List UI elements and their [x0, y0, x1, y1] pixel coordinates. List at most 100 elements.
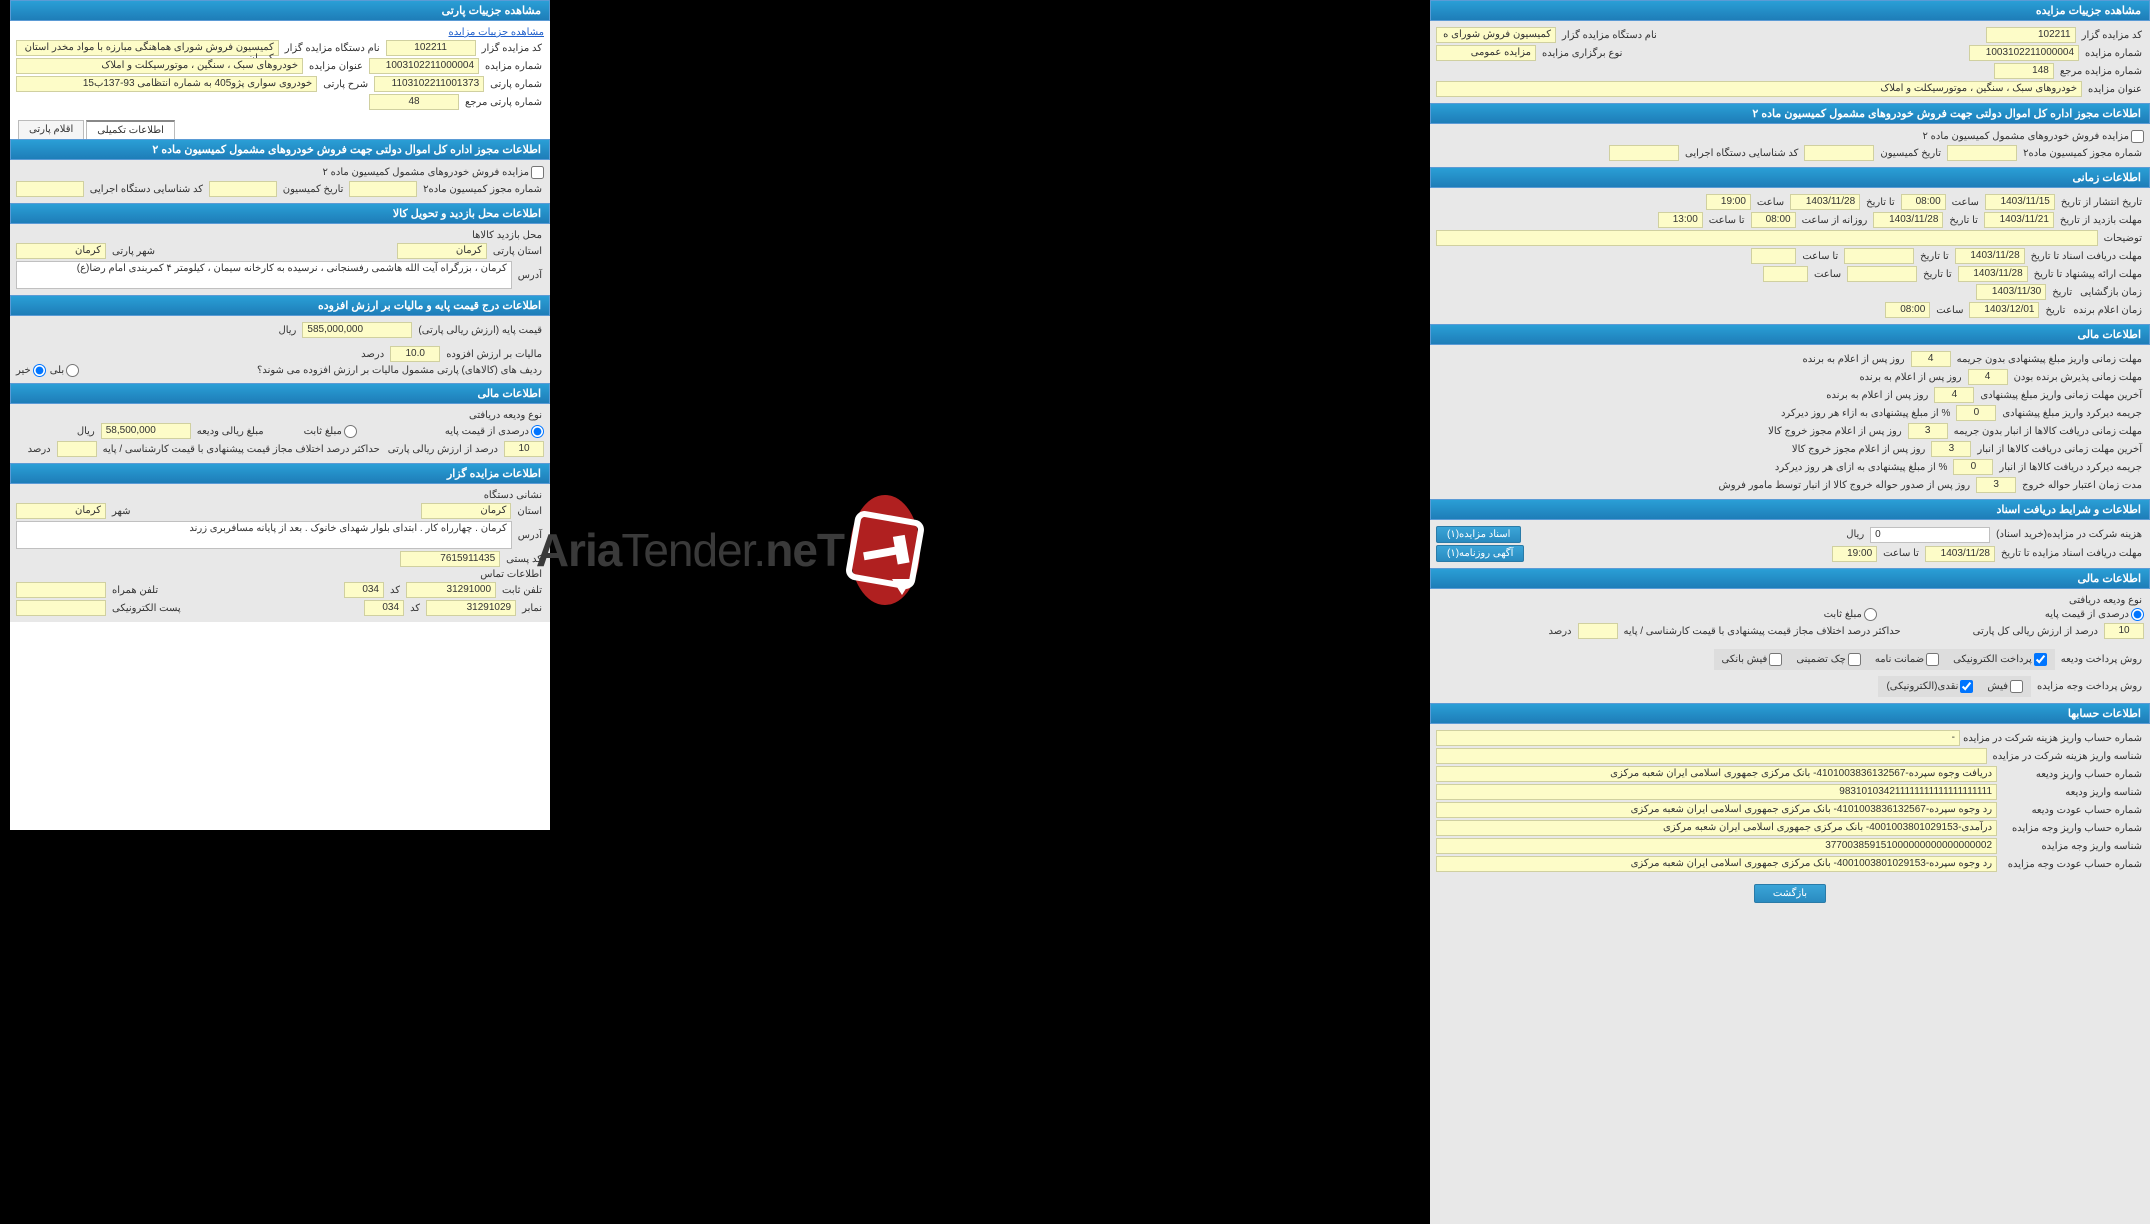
tab-extra[interactable]: اطلاعات تکمیلی: [86, 120, 175, 139]
left-panel: مشاهده جزییات پارتی مشاهده جزییات مزایده…: [10, 0, 550, 830]
l3-city-lbl: شهر پارتی: [110, 246, 157, 257]
p-num: 1003102211000004: [369, 58, 479, 74]
f2-r2[interactable]: مبلغ ثابت: [1824, 608, 1877, 621]
l6-fax-lbl: نمابر: [520, 603, 544, 614]
l5-lim-lbl: حداکثر درصد اختلاف مجاز قیمت پیشنهادی با…: [101, 444, 382, 455]
l6-email[interactable]: [16, 600, 106, 616]
hdr-docs: اطلاعات و شرایط دریافت اسناد: [1430, 499, 2150, 520]
offer-to: تا تاریخ: [1921, 269, 1954, 280]
acc-v5: رد وجوه سپرده-4101003836132567- بانک مرک…: [1436, 802, 1997, 818]
pub-h2-lbl: ساعت: [1755, 197, 1786, 208]
tabs: اقلام پارتی اطلاعات تکمیلی: [10, 116, 550, 139]
recv2[interactable]: [1844, 248, 1914, 264]
p-code-lbl: کد مزایده گزار: [480, 43, 544, 54]
acc-v4: 983101034211111111111111111111: [1436, 784, 1997, 800]
l5-lim[interactable]: [57, 441, 97, 457]
pay2-c2[interactable]: نقدی(الکترونیکی): [1886, 680, 1973, 693]
l4-tax: 10.0: [390, 346, 440, 362]
footer-btn-area: بازگشت: [1430, 878, 2150, 909]
l4-no[interactable]: خیر: [16, 364, 46, 377]
perm-date[interactable]: [1804, 145, 1874, 161]
f2-r1[interactable]: درصدی از قیمت پایه: [2045, 608, 2144, 621]
onvan-val: خودروهای سبک ، سنگین ، موتورسیکلت و املا…: [1436, 81, 2082, 97]
pay-c2[interactable]: ضمانت نامه: [1875, 653, 1939, 666]
fin-u5: روز پس از اعلام مجوز خروج کالا: [1766, 426, 1904, 437]
l5-r1[interactable]: درصدی از قیمت پایه: [445, 425, 544, 438]
perm-chk[interactable]: مزایده فروش خودروهای مشمول کمیسیون ماده …: [1922, 130, 2144, 143]
l4-u: ریال: [276, 325, 298, 336]
marja-val: 148: [1994, 63, 2054, 79]
tab-items[interactable]: اقلام پارتی: [18, 120, 84, 139]
l6-addr: کرمان . چهارراه کار . ابتدای بلوار شهدای…: [16, 521, 512, 549]
l2-code-lbl: کد شناسایی دستگاه اجرایی: [88, 184, 205, 195]
perm-num[interactable]: [1947, 145, 2017, 161]
l2-date-lbl: تاریخ کمیسیون: [281, 184, 346, 195]
hdr-l3: اطلاعات محل بازدید و تحویل کالا: [10, 203, 550, 224]
l2-date[interactable]: [209, 181, 277, 197]
l2-code[interactable]: [16, 181, 84, 197]
offer2[interactable]: [1847, 266, 1917, 282]
recv-toh: تا ساعت: [1800, 251, 1840, 262]
visit2: 1403/11/28: [1873, 212, 1943, 228]
fin-body: مهلت زمانی واریز مبلغ پیشنهادی بدون جریم…: [1430, 345, 2150, 499]
hdr-fin1: اطلاعات مالی: [1430, 324, 2150, 345]
l6-fax-code-lbl: کد: [408, 603, 422, 614]
party-basic: مشاهده جزییات مزایده کد مزایده گزار 1022…: [10, 21, 550, 116]
pub-to: تا تاریخ: [1864, 197, 1897, 208]
offer1: 1403/11/28: [1958, 266, 2028, 282]
l2-chk[interactable]: مزایده فروش خودروهای مشمول کمیسیون ماده …: [322, 166, 544, 179]
p-desc-lbl: شرح پارتی: [321, 79, 370, 90]
l6-post: 7615911435: [400, 551, 500, 567]
cost-lbl: هزینه شرکت در مزایده(خرید اسناد): [1994, 529, 2144, 540]
f2-lim[interactable]: [1578, 623, 1618, 639]
l5-amt-lbl: مبلغ ریالی ودیعه: [195, 426, 266, 437]
offer-h[interactable]: [1763, 266, 1808, 282]
l2-num[interactable]: [349, 181, 417, 197]
perm-code[interactable]: [1609, 145, 1679, 161]
l5-amt: 58,500,000: [101, 423, 191, 439]
open1: 1403/11/30: [1976, 284, 2046, 300]
l5-pct: 10: [504, 441, 544, 457]
note-val[interactable]: [1436, 230, 2098, 246]
btn-news[interactable]: آگهی روزنامه(۱): [1436, 545, 1524, 562]
pay-c4[interactable]: فیش بانکی: [1722, 653, 1783, 666]
docs-body: هزینه شرکت در مزایده(خرید اسناد) 0 ریال …: [1430, 520, 2150, 568]
open-lbl: زمان بازگشایی: [2078, 287, 2144, 298]
fin-u6: روز پس از اعلام مجوز خروج کالا: [1790, 444, 1928, 455]
num-lbl: شماره مزایده: [2083, 48, 2144, 59]
fin-u2: روز پس از اعلام به برنده: [1857, 372, 1963, 383]
l6-city-lbl: شهر: [110, 506, 133, 517]
hdr-l2: اطلاعات مجوز اداره کل اموال دولتی جهت فر…: [10, 139, 550, 160]
l6-fax-code: 034: [364, 600, 404, 616]
link-auction[interactable]: مشاهده جزییات مزایده: [448, 27, 544, 38]
open-t: تاریخ: [2050, 287, 2074, 298]
l6-email-lbl: پست الکترونیکی: [110, 603, 183, 614]
p-onvan: خودروهای سبک ، سنگین ، موتورسیکلت و املا…: [16, 58, 303, 74]
l6-tel-code: 034: [344, 582, 384, 598]
l6-mobile[interactable]: [16, 582, 106, 598]
onvan-lbl: عنوان مزایده: [2086, 84, 2144, 95]
p-name: کمیسیون فروش شورای هماهنگی مبارزه با موا…: [16, 40, 279, 56]
offer-h-lbl: ساعت: [1812, 269, 1843, 280]
pub-h2: 19:00: [1706, 194, 1751, 210]
recv-h[interactable]: [1751, 248, 1796, 264]
l5-r2[interactable]: مبلغ ثابت: [304, 425, 357, 438]
back-button[interactable]: بازگشت: [1754, 884, 1826, 903]
type-lbl: نوع برگزاری مزایده: [1540, 48, 1624, 59]
l4-base: 585,000,000: [302, 322, 412, 338]
l4-yes[interactable]: بلی: [50, 364, 79, 377]
acc-body: شماره حساب واریز هزینه شرکت در مزایده- ش…: [1430, 724, 2150, 878]
pay2-box: فیش نقدی(الکترونیکی): [1878, 676, 2031, 697]
l4-q: ردیف های (کالاهای) پارتی مشمول مالیات بر…: [255, 365, 544, 376]
acc-v3: دریافت وجوه سپرده-4101003836132567- بانک…: [1436, 766, 1997, 782]
logo-watermark: AriaTender.neT: [570, 475, 920, 625]
fin-l8: مدت زمان اعتبار حواله خروج: [2020, 480, 2144, 491]
pay-c3[interactable]: چک تضمینی: [1796, 653, 1861, 666]
pay2-c1[interactable]: فیش: [1987, 680, 2023, 693]
num-val: 1003102211000004: [1969, 45, 2079, 61]
f2-l1: نوع ودیعه دریافتی: [2067, 595, 2144, 606]
hdr-permission: اطلاعات مجوز اداره کل اموال دولتی جهت فر…: [1430, 103, 2150, 124]
p-party: 1103102211001373: [374, 76, 484, 92]
pay-c1[interactable]: پرداخت الکترونیکی: [1953, 653, 2047, 666]
btn-docs[interactable]: اسناد مزایده(۱): [1436, 526, 1521, 543]
